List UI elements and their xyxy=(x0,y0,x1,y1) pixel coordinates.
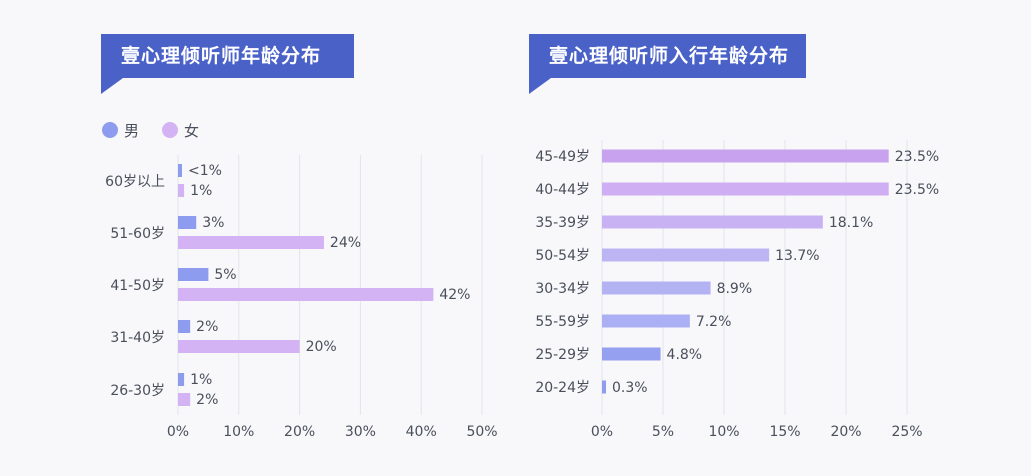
x-tick-label: 5% xyxy=(652,424,674,440)
y-category-label: 30-34岁 xyxy=(535,281,590,297)
y-category-label: 25-29岁 xyxy=(535,347,590,363)
y-category-label: 35-39岁 xyxy=(535,215,590,231)
bar-male xyxy=(178,268,209,281)
bar-female xyxy=(178,393,191,406)
legend-marker-male xyxy=(102,122,118,138)
data-label: 23.5% xyxy=(895,149,939,165)
data-label: 13.7% xyxy=(775,248,819,264)
legend-label: 女 xyxy=(184,122,199,140)
x-tick-label: 10% xyxy=(708,424,739,440)
y-category-label: 41-50岁 xyxy=(110,278,165,294)
x-tick-label: 15% xyxy=(769,424,800,440)
y-category-label: 20-24岁 xyxy=(535,380,590,396)
x-tick-label: 40% xyxy=(406,424,437,440)
data-label: 4.8% xyxy=(667,347,703,363)
data-label: <1% xyxy=(188,163,222,179)
y-category-label: 50-54岁 xyxy=(535,248,590,264)
left-title-tail xyxy=(101,78,123,94)
x-tick-label: 30% xyxy=(345,424,376,440)
data-label: 8.9% xyxy=(717,281,753,297)
x-tick-label: 0% xyxy=(167,424,189,440)
x-tick-label: 50% xyxy=(466,424,497,440)
data-label: 3% xyxy=(202,215,224,231)
y-category-label: 60岁以上 xyxy=(105,174,165,190)
bar-male xyxy=(178,164,182,177)
right-title-tail xyxy=(529,78,551,94)
x-tick-label: 0% xyxy=(591,424,613,440)
y-category-label: 31-40岁 xyxy=(110,330,165,346)
x-tick-label: 20% xyxy=(830,424,861,440)
data-label: 18.1% xyxy=(829,215,873,231)
y-category-label: 26-30岁 xyxy=(110,383,165,399)
left-chart-title: 壹心理倾听师年龄分布 xyxy=(101,34,354,78)
bar xyxy=(602,248,770,262)
data-label: 42% xyxy=(439,287,470,303)
y-category-label: 55-59岁 xyxy=(535,314,590,330)
legend-marker-female xyxy=(162,122,178,138)
bar-male xyxy=(178,216,197,229)
bar xyxy=(602,281,711,295)
bar-female xyxy=(178,184,185,197)
y-category-label: 51-60岁 xyxy=(110,226,165,242)
bar xyxy=(602,149,889,163)
legend-label: 男 xyxy=(124,122,139,140)
bar-female xyxy=(178,288,434,301)
bar xyxy=(602,347,661,361)
bar xyxy=(602,215,823,229)
y-category-label: 45-49岁 xyxy=(535,149,590,165)
bar-male xyxy=(178,373,185,386)
x-tick-label: 25% xyxy=(891,424,922,440)
data-label: 24% xyxy=(330,235,361,251)
data-label: 7.2% xyxy=(696,314,732,330)
bar xyxy=(602,380,606,394)
x-tick-label: 10% xyxy=(223,424,254,440)
data-label: 5% xyxy=(214,267,236,283)
bar-female xyxy=(178,340,300,353)
data-label: 2% xyxy=(196,319,218,335)
data-label: 1% xyxy=(190,372,212,388)
data-label: 1% xyxy=(190,183,212,199)
data-label: 20% xyxy=(306,339,337,355)
bar xyxy=(602,182,889,196)
y-category-label: 40-44岁 xyxy=(535,182,590,198)
right-chart-title: 壹心理倾听师入行年龄分布 xyxy=(529,34,806,78)
x-tick-label: 20% xyxy=(284,424,315,440)
data-label: 23.5% xyxy=(895,182,939,198)
bar xyxy=(602,314,690,328)
bar-male xyxy=(178,320,191,333)
bar-female xyxy=(178,236,324,249)
data-label: 0.3% xyxy=(612,380,648,396)
data-label: 2% xyxy=(196,392,218,408)
